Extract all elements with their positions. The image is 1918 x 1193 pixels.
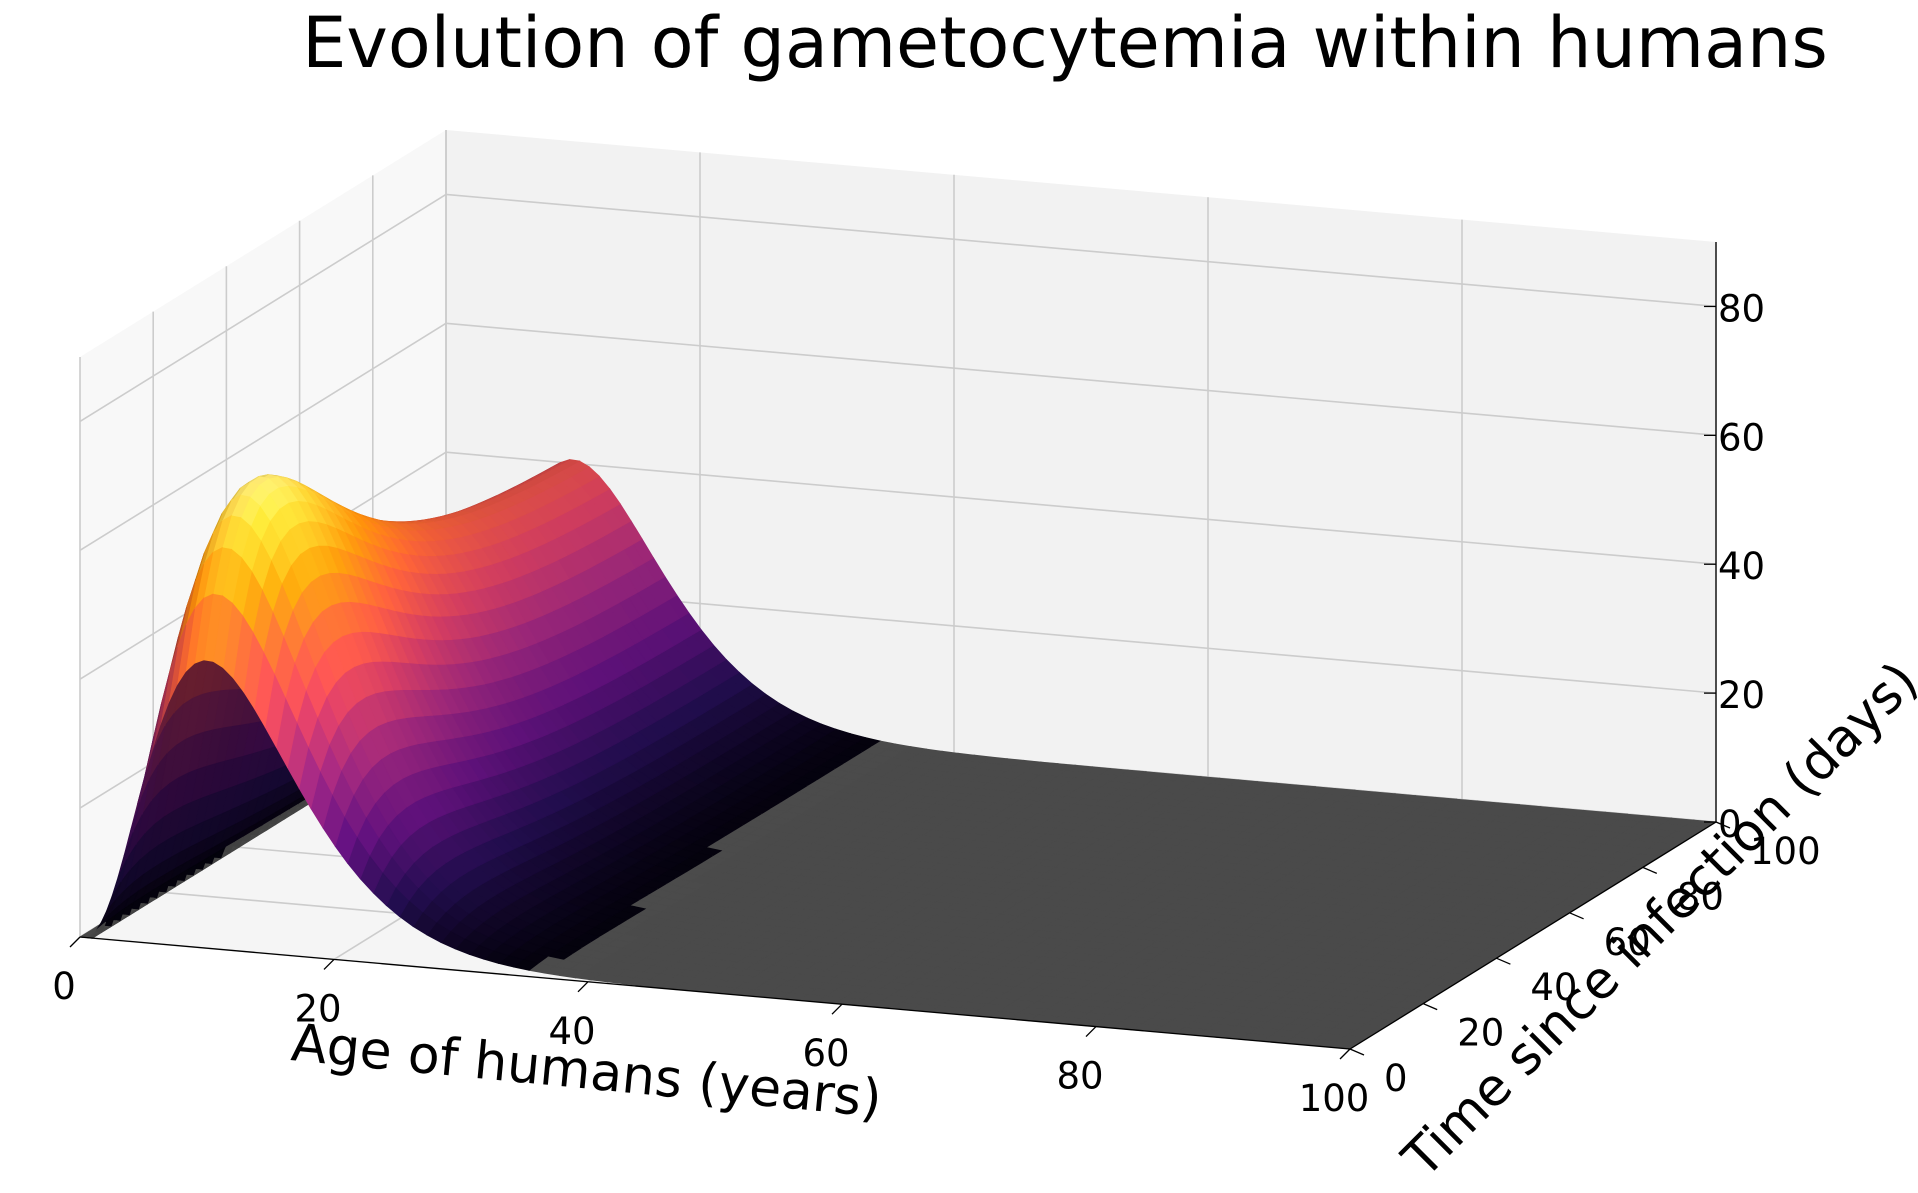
x-tick-mark: [1085, 1026, 1097, 1038]
y-tick-label: 0: [1384, 1057, 1408, 1100]
x-axis-line: [79, 936, 1351, 1050]
y-tick-label: 60: [1604, 921, 1651, 964]
x-tick-mark: [69, 936, 81, 948]
z-tick-label: 40: [1718, 545, 1765, 588]
grid-line: [445, 322, 1717, 437]
y-tick-mark: [1496, 957, 1511, 965]
y-tick-mark: [1569, 912, 1584, 920]
y-tick-label: 100: [1750, 830, 1821, 873]
x-tick-mark: [577, 981, 589, 993]
y-tick-label: 20: [1457, 1012, 1504, 1055]
z-tick-label: 0: [1718, 803, 1742, 846]
x-tick-label: 60: [802, 1032, 849, 1075]
y-axis-line: [1349, 821, 1717, 1050]
y-tick-label: 40: [1530, 966, 1577, 1009]
x-tick-label: 0: [52, 965, 76, 1008]
z-tick-label: 80: [1718, 287, 1765, 330]
y-tick-mark: [1642, 866, 1658, 874]
z-tick-label: 20: [1718, 674, 1765, 717]
grid-line: [445, 451, 1717, 566]
y-tick-mark: [1422, 1003, 1438, 1011]
y-tick-mark: [1349, 1048, 1365, 1056]
z-tick-label: 60: [1718, 416, 1765, 459]
x-tick-label: 80: [1056, 1055, 1103, 1098]
y-tick-mark: [1715, 821, 1731, 829]
x-tick-mark: [831, 1003, 843, 1015]
chart-title: Evolution of gametocytemia within humans: [302, 2, 1828, 84]
x-tick-label: 20: [294, 987, 341, 1030]
x-tick-mark: [323, 958, 335, 970]
surface-mesh: [78, 459, 1718, 1050]
x-tick-label: 40: [548, 1010, 595, 1053]
x-tick-mark: [1339, 1048, 1351, 1060]
back-pane: [446, 130, 1716, 822]
grid-line: [79, 322, 447, 552]
grid-line: [445, 193, 1717, 308]
x-tick-label: 100: [1299, 1077, 1370, 1120]
axis-lines: [69, 242, 1731, 1060]
y-tick-label: 80: [1677, 875, 1724, 918]
grid-line: [79, 193, 447, 423]
